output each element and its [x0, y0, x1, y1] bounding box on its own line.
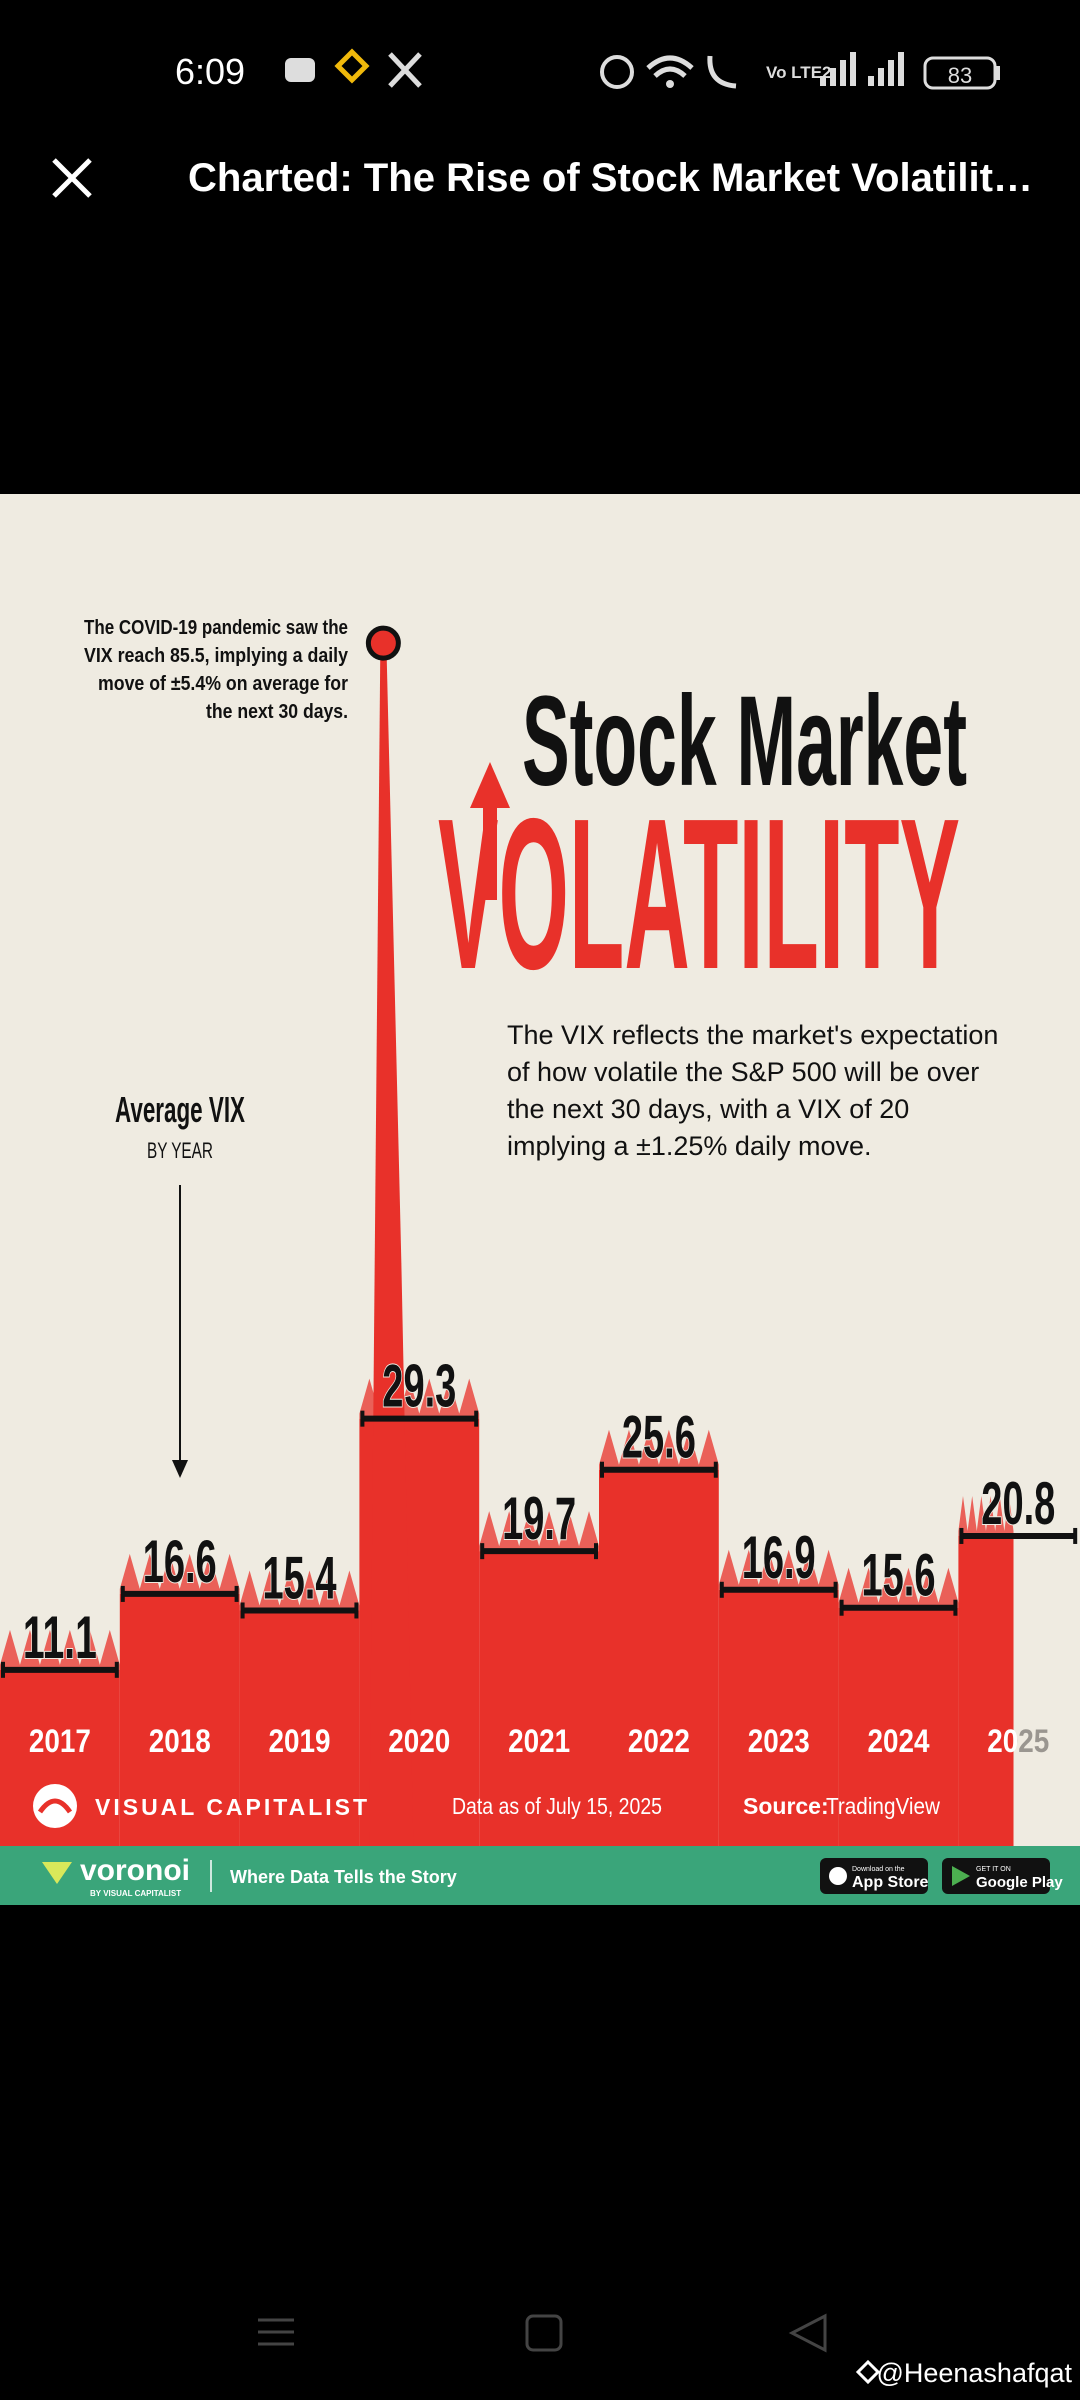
badge-small: Download on the	[852, 1866, 905, 1873]
year-label: 2019	[269, 1723, 331, 1759]
average-label: 11.1	[23, 1604, 97, 1671]
status-icons	[285, 48, 1000, 90]
tagline: Where Data Tells the Story	[230, 1867, 457, 1887]
average-label: 16.6	[143, 1528, 217, 1595]
nav-bar	[258, 2313, 827, 2353]
average-label: 15.6	[862, 1542, 936, 1609]
data-note: Data as of July 15, 2025	[452, 1793, 662, 1819]
average-label: 15.4	[263, 1544, 337, 1611]
status-network: Vo LTE2	[766, 63, 832, 82]
header-title: Charted: The Rise of Stock Market Volati…	[188, 156, 1033, 200]
average-label: 20.8	[981, 1470, 1055, 1537]
vix-area	[838, 1607, 959, 1846]
annotation: The COVID-19 pandemic saw the VIX reach …	[84, 617, 349, 723]
average-label: 25.6	[622, 1404, 696, 1471]
nav-home[interactable]	[525, 2314, 563, 2352]
watermark: @Heenashafqat	[876, 2358, 1072, 2388]
badge-text: Google Play	[976, 1874, 1063, 1891]
average-label: 19.7	[502, 1485, 576, 1552]
brand-logo	[33, 1784, 77, 1828]
voronoi-sub: BY VISUAL CAPITALIST	[90, 1889, 181, 1898]
title-line-2: VOLATILITY	[438, 773, 960, 1014]
vix-area-texture	[479, 1511, 599, 1552]
vix-area-texture	[599, 1429, 719, 1470]
vix-area	[239, 1610, 360, 1846]
year-label: 2017	[29, 1723, 91, 1759]
status-time: 6:09	[175, 51, 245, 92]
average-label: 16.9	[742, 1524, 816, 1591]
legend-arrow	[172, 1185, 188, 1478]
badge-text: App Store	[852, 1874, 929, 1891]
description-line: the next 30 days, with a VIX of 20	[507, 1094, 909, 1124]
title-line-1: Stock Market	[522, 670, 967, 813]
vix-area	[119, 1593, 240, 1846]
close-button[interactable]	[52, 158, 92, 198]
vix-area-texture	[958, 1495, 1014, 1536]
legend-title: Average VIX	[115, 1089, 245, 1130]
vix-area	[599, 1469, 719, 1846]
vix-area	[958, 1535, 1014, 1846]
voronoi-logo: voronoi	[80, 1854, 190, 1887]
vix-area-texture	[838, 1567, 959, 1608]
voronoi-icon	[42, 1862, 72, 1884]
description: The VIX reflects the market's expectatio…	[507, 1020, 998, 1161]
legend-subtitle: BY YEAR	[147, 1138, 213, 1163]
vix-area-texture	[0, 1629, 120, 1670]
average-label: 29.3	[382, 1353, 456, 1420]
vix-area	[479, 1551, 599, 1846]
year-label: 2024	[868, 1723, 930, 1759]
nav-menu[interactable]	[258, 2318, 294, 2346]
year-label: 2022	[628, 1723, 690, 1759]
brand-name: VISUAL CAPITALIST	[95, 1794, 370, 1820]
year-label: 2025	[987, 1723, 1049, 1759]
annotation-line: move of ±5.4% on average for	[98, 673, 348, 695]
title-arrow	[470, 762, 510, 900]
app-store-badge[interactable]: Download on the App Store	[820, 1858, 929, 1894]
annotation-line: the next 30 days.	[206, 701, 348, 723]
peak-marker	[365, 625, 401, 661]
vix-peak	[369, 643, 414, 1846]
vix-area-texture	[718, 1549, 839, 1590]
year-label: 2021	[508, 1723, 570, 1759]
google-play-badge[interactable]: GET IT ON Google Play	[942, 1858, 1063, 1894]
source: TradingView	[826, 1793, 940, 1819]
watermark-icon	[855, 2359, 881, 2385]
vix-area-texture	[119, 1553, 240, 1594]
description-line: The VIX reflects the market's expectatio…	[507, 1020, 998, 1050]
chart: 11.1 2017 16.6 2018 15.4 2019 29.3 2020 19.7 2021…	[0, 625, 1078, 1846]
annotation-line: VIX reach 85.5, implying a daily	[84, 645, 349, 667]
badge-small: GET IT ON	[976, 1866, 1011, 1873]
description-line: of how volatile the S&P 500 will be over	[507, 1057, 979, 1087]
year-label: 2023	[748, 1723, 810, 1759]
nav-back[interactable]	[788, 2313, 827, 2353]
vix-area-texture	[239, 1570, 360, 1611]
annotation-line: The COVID-19 pandemic saw the	[84, 617, 348, 639]
source-label: Source:	[743, 1793, 829, 1819]
battery-level: 83	[948, 63, 972, 88]
year-label: 2020	[388, 1723, 450, 1759]
description-line: implying a ±1.25% daily move.	[507, 1131, 872, 1161]
year-label: 2018	[149, 1723, 211, 1759]
vix-area	[718, 1589, 839, 1846]
